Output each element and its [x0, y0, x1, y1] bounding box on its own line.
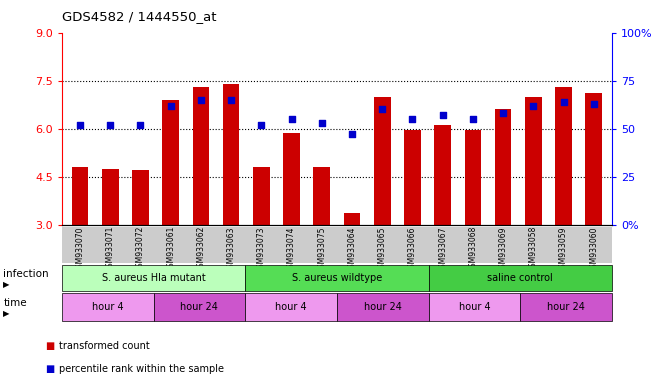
Bar [314, 167, 330, 225]
Point [135, 122, 146, 128]
Point [559, 99, 569, 105]
Point [589, 101, 599, 107]
Point [75, 122, 85, 128]
Bar [525, 97, 542, 225]
Bar [102, 169, 118, 225]
Point [256, 122, 266, 128]
Text: ▶: ▶ [3, 309, 10, 318]
Text: transformed count: transformed count [59, 341, 149, 351]
Bar [344, 214, 360, 225]
Bar [374, 97, 391, 225]
Text: saline control: saline control [488, 273, 553, 283]
Bar [555, 87, 572, 225]
Point [226, 97, 236, 103]
Bar [132, 170, 148, 225]
Bar [253, 167, 270, 225]
Text: ▶: ▶ [3, 280, 10, 289]
Point [286, 116, 297, 122]
Point [528, 103, 538, 109]
Bar [283, 134, 300, 225]
Point [105, 122, 115, 128]
Text: S. aureus wildtype: S. aureus wildtype [292, 273, 382, 283]
Bar [585, 93, 602, 225]
Bar [434, 126, 451, 225]
Bar [162, 100, 179, 225]
Text: S. aureus Hla mutant: S. aureus Hla mutant [102, 273, 206, 283]
Bar [193, 87, 209, 225]
Text: time: time [3, 298, 27, 308]
Text: percentile rank within the sample: percentile rank within the sample [59, 364, 223, 374]
Point [347, 131, 357, 137]
Text: ■: ■ [46, 364, 55, 374]
Text: hour 24: hour 24 [547, 302, 585, 312]
Text: GDS4582 / 1444550_at: GDS4582 / 1444550_at [62, 10, 216, 23]
Point [165, 103, 176, 109]
Point [408, 116, 418, 122]
Bar [223, 84, 240, 225]
Bar [495, 109, 512, 225]
Point [316, 120, 327, 126]
Point [467, 116, 478, 122]
Bar [404, 130, 421, 225]
Text: hour 4: hour 4 [458, 302, 490, 312]
Bar [465, 130, 481, 225]
Text: hour 4: hour 4 [275, 302, 307, 312]
Bar [72, 167, 89, 225]
Text: hour 4: hour 4 [92, 302, 124, 312]
Text: infection: infection [3, 269, 49, 279]
Text: hour 24: hour 24 [364, 302, 402, 312]
Text: hour 24: hour 24 [180, 302, 218, 312]
Point [377, 106, 387, 113]
Text: ■: ■ [46, 341, 55, 351]
Point [498, 110, 508, 116]
Point [196, 97, 206, 103]
Point [437, 112, 448, 118]
